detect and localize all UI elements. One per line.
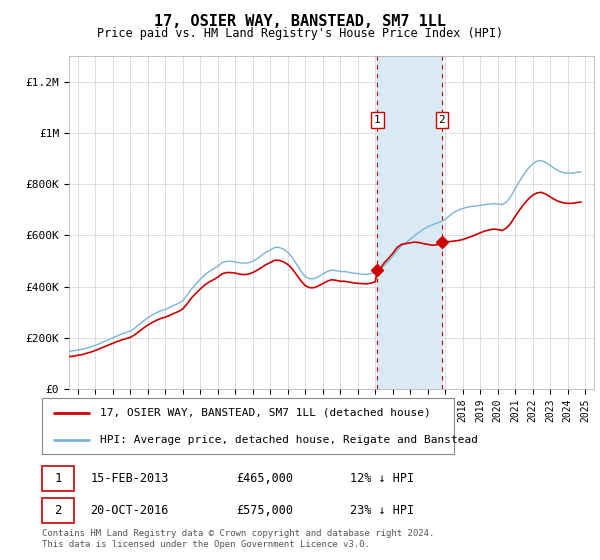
Text: £465,000: £465,000 — [236, 472, 293, 485]
Text: £575,000: £575,000 — [236, 503, 293, 517]
FancyBboxPatch shape — [42, 498, 74, 523]
FancyBboxPatch shape — [42, 466, 74, 491]
FancyBboxPatch shape — [42, 398, 454, 454]
Bar — [377, 56, 442, 389]
Text: 17, OSIER WAY, BANSTEAD, SM7 1LL: 17, OSIER WAY, BANSTEAD, SM7 1LL — [154, 14, 446, 29]
Text: HPI: Average price, detached house, Reigate and Banstead: HPI: Average price, detached house, Reig… — [100, 435, 478, 445]
Text: 23% ↓ HPI: 23% ↓ HPI — [350, 503, 414, 517]
Text: 15-FEB-2013: 15-FEB-2013 — [91, 472, 169, 485]
Text: Contains HM Land Registry data © Crown copyright and database right 2024.
This d: Contains HM Land Registry data © Crown c… — [42, 529, 434, 549]
Text: 2: 2 — [55, 503, 62, 517]
Text: Price paid vs. HM Land Registry's House Price Index (HPI): Price paid vs. HM Land Registry's House … — [97, 27, 503, 40]
Text: 17, OSIER WAY, BANSTEAD, SM7 1LL (detached house): 17, OSIER WAY, BANSTEAD, SM7 1LL (detach… — [100, 408, 431, 418]
Text: 20-OCT-2016: 20-OCT-2016 — [91, 503, 169, 517]
Text: 1: 1 — [374, 115, 381, 125]
Text: 2: 2 — [439, 115, 445, 125]
Text: 1: 1 — [55, 472, 62, 485]
Text: 12% ↓ HPI: 12% ↓ HPI — [350, 472, 414, 485]
